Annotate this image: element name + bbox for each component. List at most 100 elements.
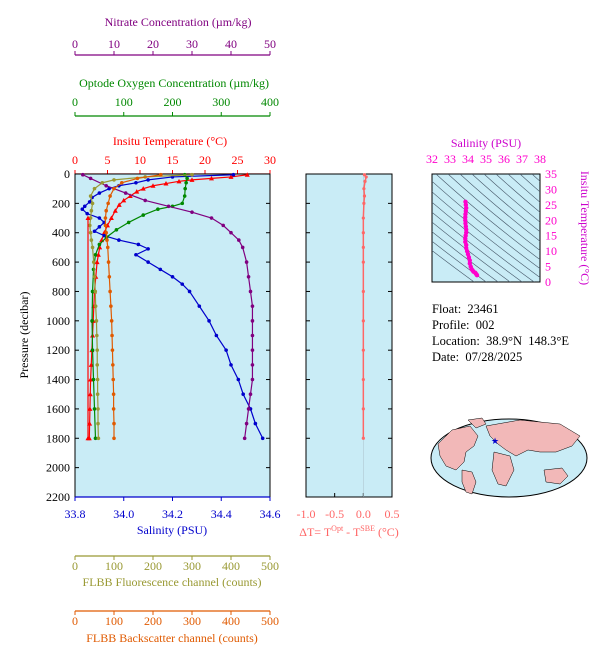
fluorescence-point [94, 319, 99, 323]
oxygen-point [183, 186, 187, 191]
ts-point [463, 199, 468, 204]
salinity-point [146, 178, 150, 182]
oxygen-point [156, 207, 160, 212]
salinity-point [136, 242, 141, 247]
pressure-axis-label: Pressure (decibar) [17, 292, 31, 379]
temperature-point [121, 197, 127, 203]
ts-isopycnal [432, 231, 499, 282]
backscatter-tick-label: 200 [144, 614, 162, 628]
oxygen-point [141, 213, 146, 217]
fluorescence-point [95, 392, 100, 397]
fluorescence-point [100, 181, 105, 185]
backscatter-point [104, 208, 108, 213]
fluorescence-point [92, 274, 97, 279]
delta-t-point [361, 245, 365, 250]
nitrate-point [209, 216, 214, 220]
ts-xtick-label: 33 [444, 152, 456, 166]
delta-t-point [362, 194, 367, 198]
backscatter-point [108, 194, 112, 198]
backscatter-point [112, 436, 116, 441]
pressure-tick-label: 400 [52, 226, 70, 240]
delta-t-point [361, 231, 365, 235]
oxygen-point [93, 252, 98, 257]
ts-point [463, 218, 468, 223]
fluorescence-point [91, 260, 96, 264]
ts-ytick-label: 5 [545, 260, 551, 274]
main-plot-area [74, 173, 271, 498]
salinity-point [87, 200, 92, 204]
delta-t-point [361, 289, 365, 294]
fluorescence-point [96, 421, 100, 426]
ts-xtick-label: 35 [480, 152, 492, 166]
ts-point [464, 245, 469, 251]
oxygen-point [93, 436, 98, 441]
delta-t-point [362, 201, 366, 205]
oxygen-tick-label: 100 [115, 95, 133, 109]
temperature-tick-label: 15 [167, 153, 179, 167]
fluorescence-point [190, 172, 194, 177]
nitrate-point [244, 421, 249, 426]
ts-ytick-label: 10 [545, 244, 557, 258]
ts-isopycnal [432, 221, 511, 282]
delta-t-point [361, 377, 365, 382]
nitrate-point [166, 204, 171, 209]
ts-point [463, 239, 468, 245]
nitrate-axis-label: Nitrate Concentration (µm/kg) [105, 15, 252, 29]
salinity-point [180, 282, 185, 286]
temperature-point [112, 208, 118, 213]
salinity-tick-label: 34.6 [260, 507, 281, 521]
backscatter-axis: 0 100 200 300 400 500 [72, 610, 279, 628]
salinity-point [82, 204, 87, 209]
ts-isopycnal [432, 191, 540, 278]
salinity-point [146, 247, 150, 251]
salinity-point [197, 304, 202, 308]
ts-isopycnal [432, 240, 487, 282]
temperature-axis: 0 5 10 15 20 25 30 [72, 153, 276, 175]
backscatter-point [107, 274, 112, 279]
ts-series [463, 199, 480, 278]
backscatter-point [111, 377, 116, 382]
fluorescence-point [112, 178, 116, 182]
salinity-point [80, 207, 85, 212]
oxygen-point [92, 407, 97, 411]
ts-isopycnal [519, 174, 540, 193]
ts-salinity-label: Salinity (PSU) [451, 136, 521, 150]
ts-temperature-label: Insitu Temperature (°C) [578, 171, 592, 285]
temperature-point [88, 377, 94, 382]
backscatter-point [109, 304, 113, 308]
fluorescence-point [88, 230, 93, 235]
nitrate-point [250, 333, 255, 338]
map-land-eurasia [485, 419, 581, 457]
salinity-tick-label: 33.8 [65, 507, 86, 521]
backscatter-point [159, 172, 163, 177]
ts-isopycnal [432, 180, 540, 270]
salinity-tick-label: 34.0 [113, 507, 134, 521]
delta-t-point [363, 179, 367, 183]
temperature-point [87, 391, 93, 397]
delta-t-tick-label: -0.5 [325, 507, 344, 521]
backscatter-point [110, 348, 115, 352]
fluorescence-point [95, 377, 100, 382]
fluorescence-point [95, 333, 99, 338]
fluorescence-point [88, 194, 93, 198]
delta-t-line [362, 174, 368, 439]
backscatter-axis-label: FLBB Backscatter channel (counts) [86, 631, 258, 645]
backscatter-point [111, 392, 116, 397]
pressure-axis: 0 200 400 600 800 1000 1200 1400 1600 1800 2000 220… [46, 167, 270, 504]
temperature-point [140, 186, 146, 191]
pressure-tick-label: 600 [52, 255, 70, 269]
map-land-australia [543, 467, 569, 485]
float-location: Location: 38.9°N 148.3°E [432, 334, 570, 348]
salinity-point [146, 260, 150, 264]
map-land-greenland [467, 417, 487, 429]
salinity-point [241, 392, 245, 397]
temperature-point [244, 172, 250, 177]
temperature-point [108, 215, 114, 221]
profile-date: Date: 07/28/2025 [432, 350, 523, 364]
delta-t-point [364, 175, 368, 179]
salinity-point [170, 274, 175, 279]
delta-t-point [362, 187, 366, 191]
salinity-point [158, 267, 163, 272]
